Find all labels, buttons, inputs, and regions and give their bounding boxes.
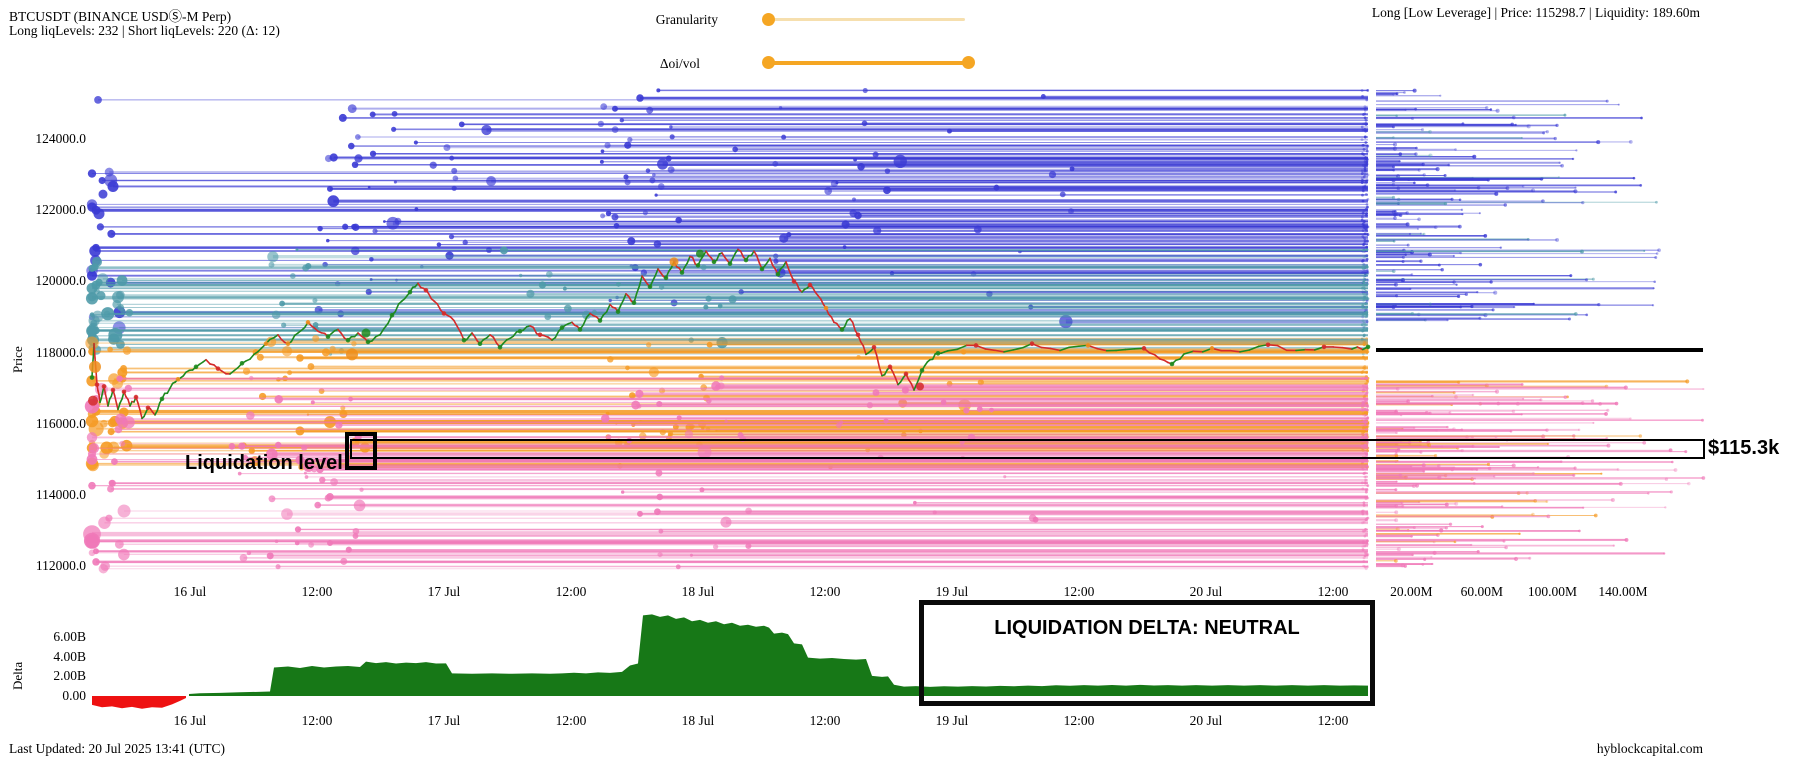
liquidation-delta-box: LIQUIDATION DELTA: NEUTRAL [919, 600, 1375, 706]
oivol-label: Δoi/vol [659, 56, 700, 71]
oivol-slider-track[interactable] [768, 61, 968, 65]
granularity-slider-knob[interactable] [762, 13, 775, 26]
oivol-slider-knob-left[interactable] [762, 56, 775, 69]
liquidation-level-highlight-box [345, 432, 377, 470]
granularity-label: Granularity [655, 12, 718, 27]
oivol-slider-knob-right[interactable] [962, 56, 975, 69]
last-updated: Last Updated: 20 Jul 2025 13:41 (UTC) [9, 741, 225, 756]
price-axis-label: Price [10, 346, 25, 373]
site-credit: hyblockcapital.com [1596, 741, 1703, 756]
liquidation-level-annotation: Liquidation level [185, 452, 343, 474]
hover-readout: Long [Low Leverage] | Price: 115298.7 | … [1371, 5, 1700, 20]
highlighted-price-band [350, 439, 1705, 459]
liq-levels-summary: Long liqLevels: 232 | Short liqLevels: 2… [9, 23, 280, 38]
price-tag-annotation: $115.3k [1708, 437, 1780, 459]
symbol-title: BTCUSDT (BINANCE USDⓈ-M Perp) [9, 9, 232, 24]
delta-axis-label: Delta [10, 661, 25, 690]
liquidation-delta-label: LIQUIDATION DELTA: NEUTRAL [994, 617, 1300, 639]
granularity-slider-track[interactable] [770, 18, 965, 21]
